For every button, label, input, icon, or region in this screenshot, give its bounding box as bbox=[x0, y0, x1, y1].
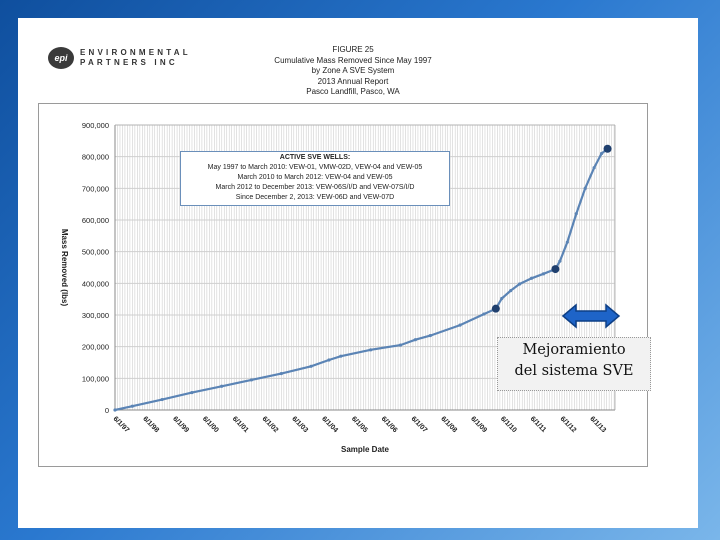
y-tick-label: 500,000 bbox=[82, 248, 109, 257]
x-tick-label: 6/1/01 bbox=[231, 415, 250, 434]
y-tick-label: 600,000 bbox=[82, 216, 109, 225]
figure-subcaption: by Zone A SVE System bbox=[311, 66, 395, 75]
callout-line: Mejoramiento bbox=[522, 342, 626, 358]
data-point bbox=[160, 397, 164, 402]
chart-frame bbox=[38, 103, 648, 467]
data-point bbox=[279, 371, 283, 376]
x-tick-label: 6/1/08 bbox=[439, 415, 458, 434]
data-point bbox=[413, 338, 417, 342]
figure-title: FIGURE 25 Cumulative Mass Removed Since … bbox=[218, 45, 488, 98]
data-point bbox=[309, 364, 313, 368]
x-tick-label: 6/1/05 bbox=[350, 415, 369, 434]
callout-line: del sistema SVE bbox=[514, 363, 634, 379]
x-tick-label: 6/1/12 bbox=[559, 415, 578, 434]
y-tick-label: 800,000 bbox=[82, 153, 109, 162]
y-tick-label: 0 bbox=[105, 406, 109, 415]
y-axis-title: Mass Removed (lbs) bbox=[60, 229, 69, 307]
company-name-line1: ENVIRONMENTAL bbox=[80, 48, 191, 57]
report-figure: epi ENVIRONMENTAL PARTNERS INC FIGURE 25… bbox=[18, 28, 648, 478]
highlight-marker bbox=[491, 304, 500, 313]
data-point bbox=[220, 384, 224, 388]
data-point bbox=[113, 408, 117, 412]
legend-line: March 2010 to March 2012: VEW-04 and VEW… bbox=[237, 174, 393, 181]
epi-logo-icon: epi bbox=[48, 47, 74, 69]
x-tick-label: 6/1/06 bbox=[380, 415, 399, 434]
data-point bbox=[565, 240, 569, 244]
data-series-line bbox=[114, 147, 609, 412]
site-name: Pasco Landfill, Pasco, WA bbox=[306, 87, 400, 96]
x-tick-label: 6/1/97 bbox=[112, 415, 131, 434]
y-tick-label: 900,000 bbox=[82, 121, 109, 130]
x-tick-label: 6/1/99 bbox=[171, 415, 190, 434]
data-point bbox=[327, 358, 331, 362]
data-point bbox=[482, 312, 486, 316]
company-name-line2: PARTNERS INC bbox=[80, 58, 178, 67]
data-point bbox=[500, 296, 504, 301]
x-tick-label: 6/1/02 bbox=[261, 415, 280, 434]
y-tick-label: 400,000 bbox=[82, 279, 109, 288]
data-point bbox=[398, 343, 403, 347]
x-tick-label: 6/1/07 bbox=[410, 415, 429, 434]
data-point bbox=[599, 151, 604, 156]
legend-header: ACTIVE SVE WELLS: bbox=[279, 154, 351, 161]
data-point bbox=[249, 378, 254, 382]
sve-improvement-callout: Mejoramiento del sistema SVE bbox=[497, 337, 651, 391]
y-tick-label: 300,000 bbox=[82, 311, 109, 320]
data-point bbox=[592, 166, 596, 170]
legend-line: March 2012 to December 2013: VEW-06S/I/D… bbox=[215, 184, 415, 191]
data-point bbox=[541, 272, 546, 276]
legend-line: Since December 2, 2013: VEW-06D and VEW-… bbox=[235, 194, 395, 201]
y-tick-label: 100,000 bbox=[82, 374, 109, 383]
x-tick-label: 6/1/98 bbox=[141, 415, 160, 434]
active-wells-legend: ACTIVE SVE WELLS: May 1997 to March 2010… bbox=[180, 151, 450, 206]
highlight-marker bbox=[603, 144, 612, 153]
data-point bbox=[558, 259, 562, 263]
x-tick-label: 6/1/09 bbox=[469, 415, 488, 434]
data-point bbox=[458, 323, 462, 327]
data-point bbox=[518, 282, 522, 286]
data-point bbox=[190, 390, 194, 395]
x-axis-title: Sample Date bbox=[341, 445, 390, 454]
x-tick-label: 6/1/04 bbox=[320, 415, 339, 434]
data-point bbox=[369, 348, 373, 352]
data-point bbox=[583, 186, 587, 190]
data-point bbox=[339, 354, 343, 358]
y-tick-label: 200,000 bbox=[82, 343, 109, 352]
data-point bbox=[529, 276, 534, 280]
legend-line: May 1997 to March 2010: VEW-01, VMW-02D,… bbox=[207, 164, 423, 171]
x-tick-label: 6/1/13 bbox=[588, 415, 607, 434]
data-point bbox=[574, 212, 578, 216]
double-arrow-icon bbox=[561, 303, 621, 329]
x-tick-label: 6/1/11 bbox=[529, 415, 548, 434]
data-point bbox=[509, 289, 513, 293]
figure-caption: Cumulative Mass Removed Since May 1997 bbox=[274, 55, 432, 65]
data-point bbox=[428, 333, 432, 338]
x-tick-label: 6/1/00 bbox=[201, 415, 220, 434]
x-tick-label: 6/1/03 bbox=[290, 415, 309, 434]
data-point bbox=[130, 404, 134, 408]
highlight-marker bbox=[551, 265, 560, 274]
report-name: 2013 Annual Report bbox=[317, 76, 389, 86]
x-tick-label: 6/1/10 bbox=[499, 415, 518, 434]
figure-number: FIGURE 25 bbox=[332, 45, 374, 54]
y-tick-label: 700,000 bbox=[82, 184, 109, 193]
